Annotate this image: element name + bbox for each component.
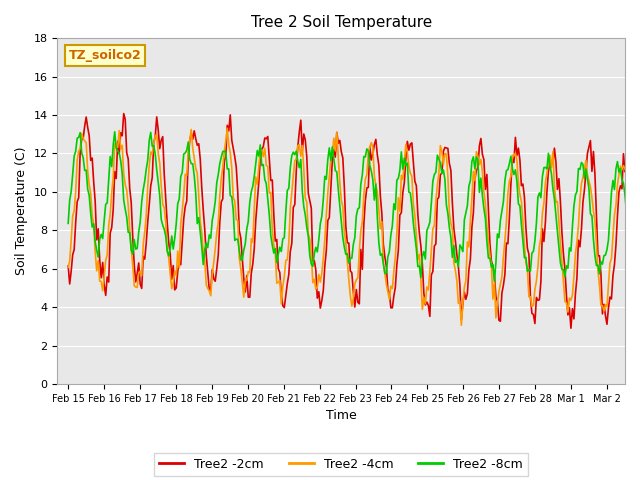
Tree2 -2cm — [476, 143, 483, 149]
Tree2 -2cm — [637, 316, 640, 322]
Text: TZ_soilco2: TZ_soilco2 — [68, 49, 141, 62]
Tree2 -4cm — [458, 323, 465, 328]
Tree2 -8cm — [561, 274, 569, 279]
Line: Tree2 -4cm: Tree2 -4cm — [68, 128, 640, 325]
Title: Tree 2 Soil Temperature: Tree 2 Soil Temperature — [251, 15, 432, 30]
Tree2 -2cm — [84, 125, 92, 131]
Tree2 -8cm — [476, 190, 483, 195]
Tree2 -4cm — [637, 322, 640, 328]
Tree2 -4cm — [362, 176, 369, 182]
X-axis label: Time: Time — [326, 409, 356, 422]
Tree2 -4cm — [102, 257, 109, 263]
Tree2 -4cm — [639, 303, 640, 309]
Tree2 -2cm — [120, 111, 127, 117]
Tree2 -2cm — [362, 198, 369, 204]
Line: Tree2 -2cm: Tree2 -2cm — [68, 114, 640, 328]
Tree2 -8cm — [637, 257, 640, 263]
Tree2 -2cm — [567, 325, 575, 331]
Tree2 -8cm — [362, 154, 369, 160]
Legend: Tree2 -2cm, Tree2 -4cm, Tree2 -8cm: Tree2 -2cm, Tree2 -4cm, Tree2 -8cm — [154, 453, 528, 476]
Tree2 -8cm — [111, 129, 118, 135]
Y-axis label: Soil Temperature (C): Soil Temperature (C) — [15, 147, 28, 276]
Tree2 -4cm — [563, 300, 570, 306]
Tree2 -8cm — [633, 280, 640, 286]
Tree2 -8cm — [65, 220, 72, 226]
Tree2 -2cm — [639, 325, 640, 331]
Tree2 -4cm — [84, 168, 92, 174]
Tree2 -2cm — [65, 263, 72, 269]
Tree2 -8cm — [639, 245, 640, 251]
Tree2 -8cm — [84, 186, 92, 192]
Tree2 -4cm — [223, 125, 231, 131]
Tree2 -4cm — [65, 264, 72, 270]
Tree2 -2cm — [561, 266, 569, 272]
Line: Tree2 -8cm: Tree2 -8cm — [68, 132, 640, 283]
Tree2 -2cm — [102, 292, 109, 298]
Tree2 -4cm — [477, 156, 484, 162]
Tree2 -8cm — [102, 202, 109, 207]
